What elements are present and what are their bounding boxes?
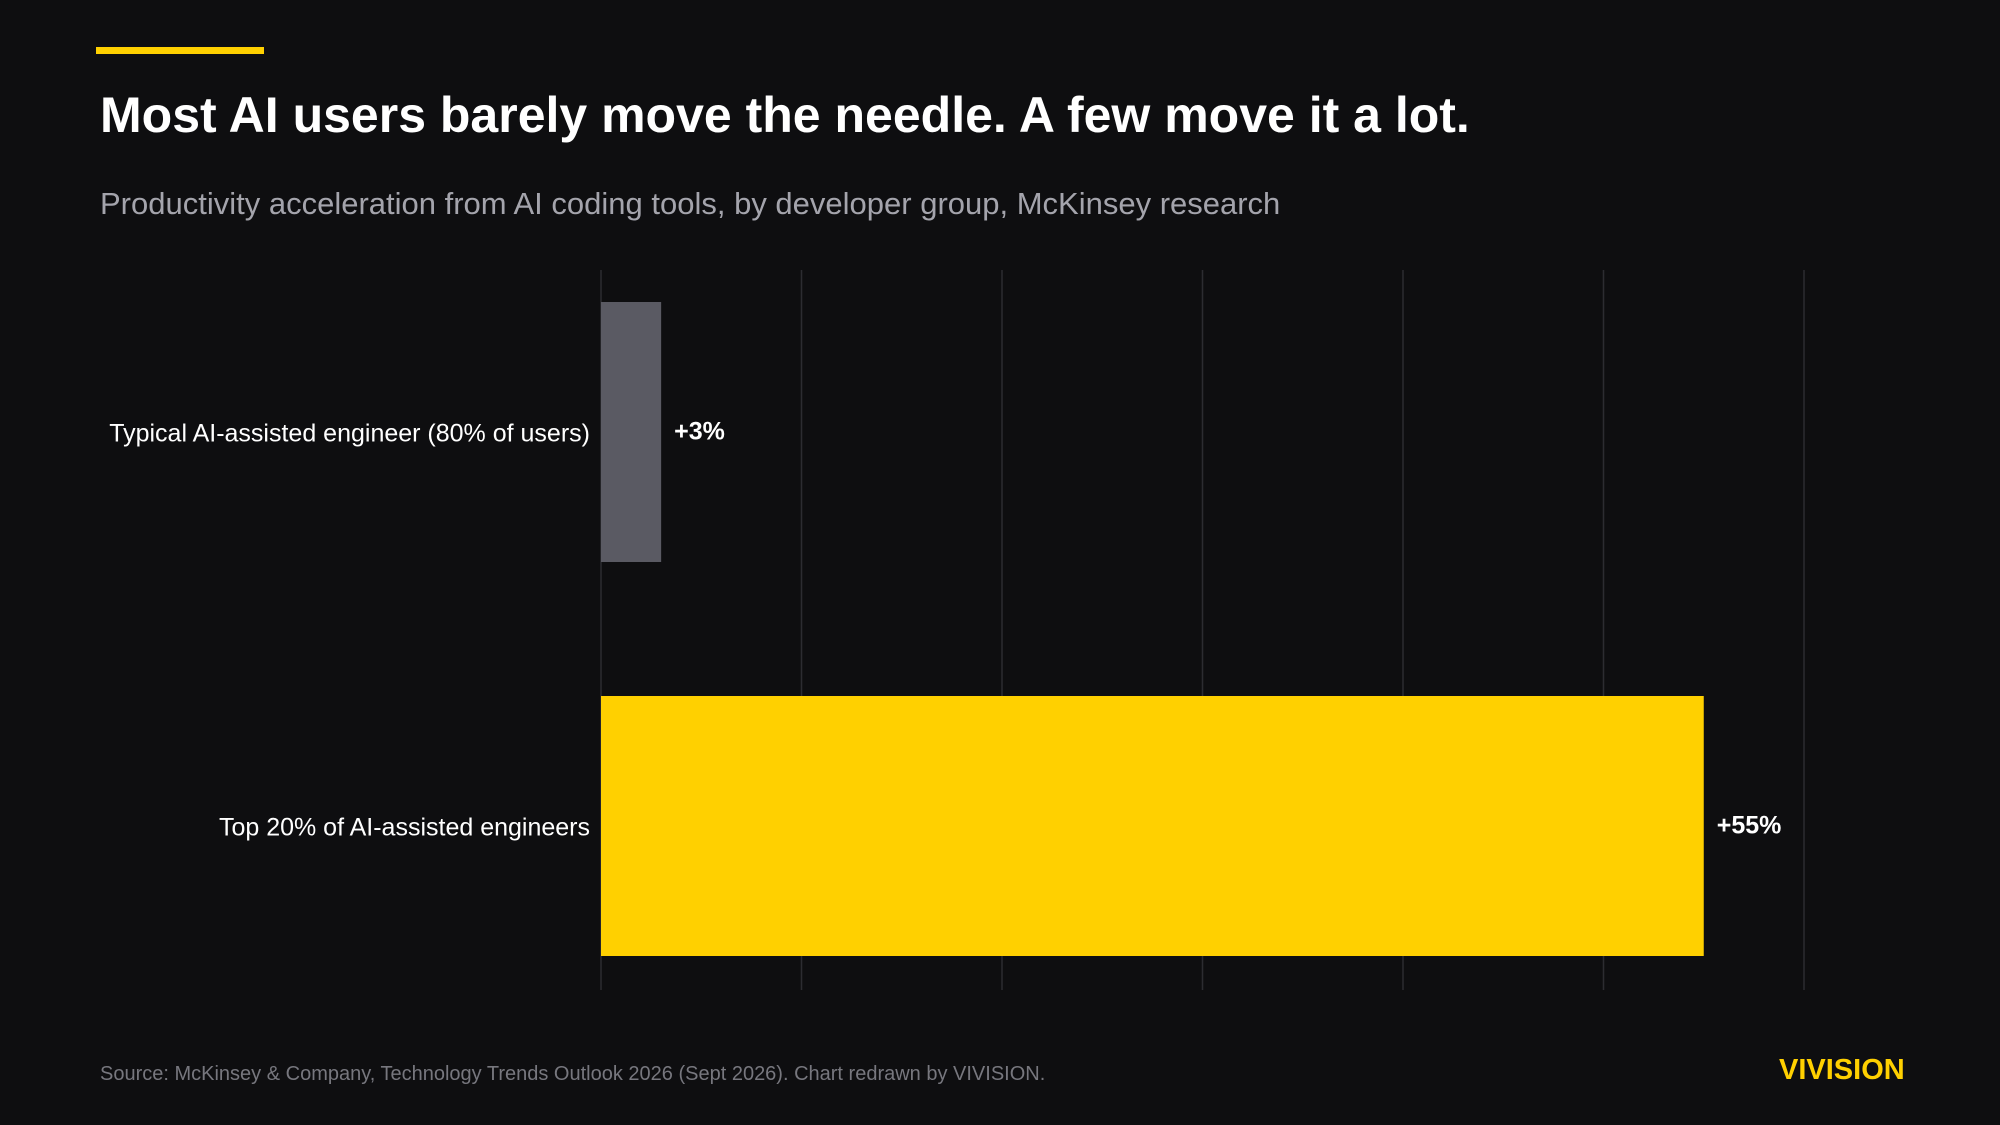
chart-title: Most AI users barely move the needle. A … [100,87,1470,143]
category-label: Top 20% of AI-assisted engineers [219,814,590,842]
value-label: +3% [674,418,725,446]
bar-top20 [601,696,1704,956]
category-label: Typical AI-assisted engineer (80% of use… [109,420,590,448]
chart-subtitle: Productivity acceleration from AI coding… [100,186,1281,221]
bar-chart: Typical AI-assisted engineer (80% of use… [109,270,1805,990]
source-note: Source: McKinsey & Company, Technology T… [100,1063,1046,1085]
value-label: +55% [1717,812,1782,840]
brand-logo: VIVISION [1779,1054,1905,1086]
accent-rule [96,47,264,54]
bar-typical [601,302,662,562]
